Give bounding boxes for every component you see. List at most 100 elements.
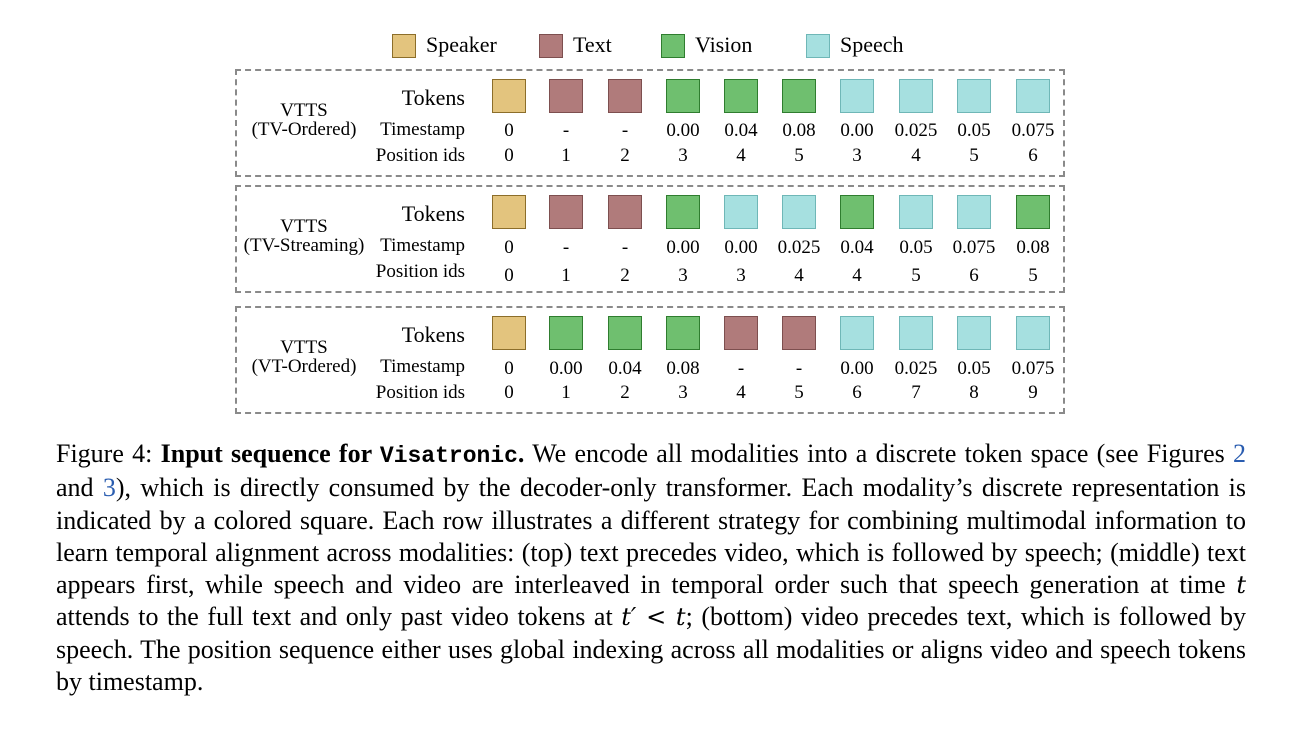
timestamp-value: 0.05 — [957, 358, 991, 379]
speech-token — [957, 195, 991, 229]
timestamp-value: 0.04 — [724, 120, 758, 141]
text-token — [549, 79, 583, 113]
strategy-name: VTTS (TV-Ordered) — [237, 101, 371, 139]
strategy-name-line1: VTTS — [280, 100, 328, 121]
position-id-value: 5 — [1028, 265, 1038, 286]
text-token — [549, 195, 583, 229]
position-id-value: 2 — [620, 382, 630, 403]
timestamp-value: 0.00 — [840, 358, 874, 379]
text-token — [724, 316, 758, 350]
position-id-value: 3 — [736, 265, 746, 286]
caption-var-t: t — [1236, 571, 1246, 600]
vision-token — [724, 79, 758, 113]
timestamp-value: 0.025 — [777, 237, 821, 258]
timestamp-value: - — [737, 358, 745, 379]
timestamp-value: 0.08 — [666, 358, 700, 379]
timestamp-value: 0.08 — [782, 120, 816, 141]
row-label-timestamp: Timestamp — [380, 119, 465, 140]
position-id-value: 4 — [736, 145, 746, 166]
position-id-value: 9 — [1028, 382, 1038, 403]
position-id-value: 6 — [852, 382, 862, 403]
position-id-value: 4 — [911, 145, 921, 166]
vision-token — [666, 195, 700, 229]
strategy-name-line2: (TV-Streaming) — [243, 235, 365, 256]
vision-token — [1016, 195, 1050, 229]
legend-swatch-vision — [661, 34, 685, 58]
speech-token — [899, 195, 933, 229]
vision-token — [549, 316, 583, 350]
position-id-value: 1 — [561, 265, 571, 286]
legend-label: Speaker — [426, 32, 497, 57]
timestamp-value: 0.025 — [894, 358, 938, 379]
text-token — [782, 316, 816, 350]
timestamp-value: 0.00 — [666, 120, 700, 141]
position-id-value: 5 — [911, 265, 921, 286]
position-id-value: 5 — [794, 382, 804, 403]
timestamp-value: 0.075 — [952, 237, 996, 258]
caption-figure-label: Figure 4: — [56, 439, 161, 468]
position-id-value: 5 — [794, 145, 804, 166]
strategy-panel: VTTS (VT-Ordered) Tokens Timestamp Position … — [235, 306, 1065, 414]
timestamp-value: 0 — [504, 358, 514, 379]
speech-token — [1016, 79, 1050, 113]
position-id-value: 0 — [504, 145, 514, 166]
row-label-position-ids: Position ids — [375, 382, 465, 403]
caption-var-tprime: t′ < t — [621, 603, 686, 632]
position-id-value: 8 — [969, 382, 979, 403]
position-id-value: 0 — [504, 382, 514, 403]
speech-token — [899, 316, 933, 350]
text-token — [608, 195, 642, 229]
timestamp-value: 0.00 — [549, 358, 583, 379]
vision-token — [666, 79, 700, 113]
position-id-value: 6 — [1028, 145, 1038, 166]
position-id-value: 4 — [794, 265, 804, 286]
legend-label: Vision — [695, 32, 753, 57]
timestamp-value: 0.075 — [1011, 120, 1055, 141]
strategy-panel: VTTS (TV-Ordered) Tokens Timestamp Position … — [235, 69, 1065, 177]
timestamp-value: - — [795, 358, 803, 379]
timestamp-value: 0.04 — [608, 358, 642, 379]
timestamp-value: 0.00 — [724, 237, 758, 258]
position-id-value: 1 — [561, 145, 571, 166]
timestamp-value: 0.00 — [840, 120, 874, 141]
speech-token — [957, 316, 991, 350]
position-id-value: 3 — [852, 145, 862, 166]
speech-token — [957, 79, 991, 113]
timestamp-value: - — [621, 120, 629, 141]
timestamp-value: - — [562, 120, 570, 141]
caption-text-3: ), which is directly consumed by the dec… — [56, 473, 1246, 600]
timestamp-value: 0.025 — [894, 120, 938, 141]
timestamp-value: 0.08 — [1016, 237, 1050, 258]
caption-ref-figure-2[interactable]: 2 — [1233, 439, 1246, 468]
caption-ref-figure-3[interactable]: 3 — [102, 473, 116, 503]
timestamp-value: - — [562, 237, 570, 258]
caption-text-5: ; (bottom) video precedes text, which is… — [56, 602, 1247, 697]
position-id-value: 0 — [504, 265, 514, 286]
speaker-token — [492, 316, 526, 350]
legend-label: Speech — [840, 32, 904, 57]
position-id-value: 3 — [678, 265, 688, 286]
caption-text-1: We encode all modalities into a discrete… — [524, 439, 1233, 468]
row-label-timestamp: Timestamp — [380, 235, 465, 256]
position-id-value: 4 — [736, 382, 746, 403]
strategy-name: VTTS (VT-Ordered) — [237, 338, 371, 376]
legend: Speaker Text Vision Speech — [0, 30, 1299, 62]
vision-token — [666, 316, 700, 350]
strategy-name-line1: VTTS — [280, 216, 328, 237]
caption-model-name: Visatronic — [379, 443, 518, 469]
position-id-value: 3 — [678, 382, 688, 403]
speech-token — [1016, 316, 1050, 350]
position-id-value: 1 — [561, 382, 571, 403]
position-id-value: 6 — [969, 265, 979, 286]
position-id-value: 2 — [620, 265, 630, 286]
caption-text-4: attends to the full text and only past v… — [56, 602, 622, 632]
speech-token — [724, 195, 758, 229]
position-id-value: 5 — [969, 145, 979, 166]
vision-token — [782, 79, 816, 113]
timestamp-value: 0.075 — [1011, 358, 1055, 379]
strategy-panel: VTTS (TV-Streaming) Tokens Timestamp Positio… — [235, 185, 1065, 293]
text-token — [608, 79, 642, 113]
strategy-name-line1: VTTS — [280, 337, 328, 358]
strategy-name: VTTS (TV-Streaming) — [237, 217, 371, 255]
caption-text-2: and — [56, 473, 103, 503]
